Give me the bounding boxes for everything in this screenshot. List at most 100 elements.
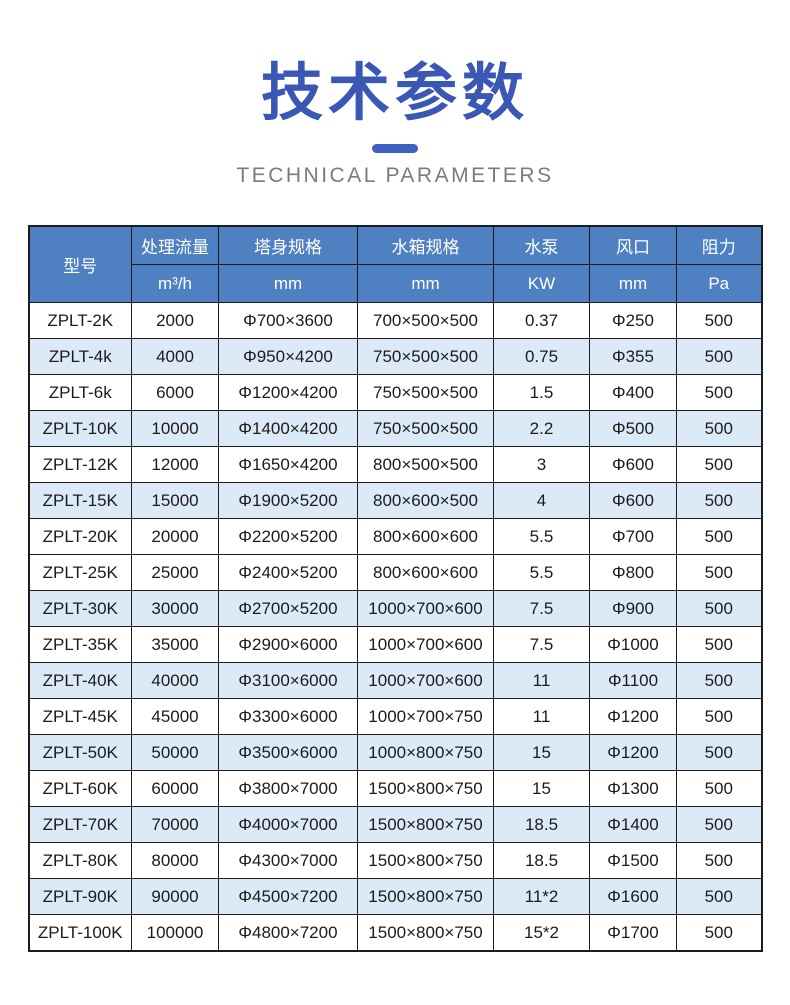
value-cell: 30000 (131, 590, 219, 628)
value-cell: Φ1600 (589, 878, 677, 916)
value-cell: 1500×800×750 (357, 770, 494, 808)
table-row: ZPLT-70K 70000 Φ4000×7000 1500×800×750 18.5 Φ… (28, 806, 762, 844)
value-cell: 0.37 (493, 302, 590, 340)
model-cell: ZPLT-20K (28, 518, 132, 556)
value-cell: Φ600 (589, 482, 677, 520)
value-cell: 4000 (131, 338, 219, 376)
value-cell: Φ2200×5200 (218, 518, 358, 556)
value-cell: 20000 (131, 518, 219, 556)
value-cell: 15 (493, 734, 590, 772)
value-cell: Φ1000 (589, 626, 677, 664)
value-cell: 750×500×500 (357, 410, 494, 448)
value-cell: 3 (493, 446, 590, 484)
value-cell: 500 (676, 338, 762, 376)
value-cell: 90000 (131, 878, 219, 916)
column-header: 塔身规格 (218, 225, 358, 266)
model-cell: ZPLT-12K (28, 446, 132, 484)
value-cell: Φ3100×6000 (218, 662, 358, 700)
table-row: ZPLT-20K 20000 Φ2200×5200 800×600×600 5.5 Φ70… (28, 518, 762, 556)
value-cell: 800×500×500 (357, 446, 494, 484)
value-cell: 5.5 (493, 518, 590, 556)
value-cell: 800×600×600 (357, 554, 494, 592)
value-cell: 500 (676, 914, 762, 952)
model-cell: ZPLT-40K (28, 662, 132, 700)
value-cell: 800×600×500 (357, 482, 494, 520)
value-cell: 1000×700×750 (357, 698, 494, 736)
value-cell: Φ250 (589, 302, 677, 340)
column-unit: KW (493, 264, 590, 304)
value-cell: 500 (676, 374, 762, 412)
column-unit: m³/h (131, 264, 219, 304)
column-unit: mm (357, 264, 494, 304)
value-cell: 800×600×600 (357, 518, 494, 556)
value-cell: Φ800 (589, 554, 677, 592)
value-cell: 500 (676, 590, 762, 628)
value-cell: 700×500×500 (357, 302, 494, 340)
value-cell: 500 (676, 662, 762, 700)
table-row: ZPLT-10K 10000 Φ1400×4200 750×500×500 2.2 Φ50… (28, 410, 762, 448)
value-cell: 1000×700×600 (357, 626, 494, 664)
value-cell: 45000 (131, 698, 219, 736)
value-cell: Φ600 (589, 446, 677, 484)
value-cell: 15000 (131, 482, 219, 520)
value-cell: 6000 (131, 374, 219, 412)
value-cell: 11 (493, 698, 590, 736)
value-cell: 100000 (131, 914, 219, 952)
value-cell: 500 (676, 698, 762, 736)
model-cell: ZPLT-45K (28, 698, 132, 736)
value-cell: 25000 (131, 554, 219, 592)
table-row: ZPLT-40K 40000 Φ3100×6000 1000×700×600 11 Φ11… (28, 662, 762, 700)
header-row-units: m³/h mm mm KW mm Pa (29, 264, 762, 304)
value-cell: 500 (676, 410, 762, 448)
column-header: 处理流量 (131, 225, 219, 266)
value-cell: 15 (493, 770, 590, 808)
value-cell: 500 (676, 518, 762, 556)
column-header-model: 型号 (28, 225, 132, 304)
model-cell: ZPLT-2K (28, 302, 132, 340)
column-unit: mm (218, 264, 358, 304)
value-cell: Φ500 (589, 410, 677, 448)
value-cell: Φ1200 (589, 734, 677, 772)
value-cell: Φ700 (589, 518, 677, 556)
table-row: ZPLT-80K 80000 Φ4300×7000 1500×800×750 18.5 Φ… (28, 842, 762, 880)
value-cell: Φ2700×5200 (218, 590, 358, 628)
value-cell: 50000 (131, 734, 219, 772)
value-cell: Φ950×4200 (218, 338, 358, 376)
value-cell: 10000 (131, 410, 219, 448)
table-row: ZPLT-6k 6000 Φ1200×4200 750×500×500 1.5 Φ400 5… (28, 374, 762, 412)
value-cell: 1500×800×750 (357, 914, 494, 952)
title-underline (372, 144, 418, 154)
table-row: ZPLT-4k 4000 Φ950×4200 750×500×500 0.75 Φ355 5… (28, 338, 762, 376)
value-cell: 4 (493, 482, 590, 520)
value-cell: 750×500×500 (357, 374, 494, 412)
model-cell: ZPLT-70K (28, 806, 132, 844)
value-cell: Φ1900×5200 (218, 482, 358, 520)
value-cell: 1000×700×600 (357, 590, 494, 628)
value-cell: Φ3500×6000 (218, 734, 358, 772)
value-cell: 0.75 (493, 338, 590, 376)
model-cell: ZPLT-80K (28, 842, 132, 880)
model-cell: ZPLT-15K (28, 482, 132, 520)
value-cell: Φ1500 (589, 842, 677, 880)
value-cell: 500 (676, 482, 762, 520)
value-cell: Φ4300×7000 (218, 842, 358, 880)
value-cell: 2.2 (493, 410, 590, 448)
value-cell: 7.5 (493, 590, 590, 628)
value-cell: 1500×800×750 (357, 806, 494, 844)
value-cell: Φ4000×7000 (218, 806, 358, 844)
value-cell: 750×500×500 (357, 338, 494, 376)
model-cell: ZPLT-35K (28, 626, 132, 664)
value-cell: 15*2 (493, 914, 590, 952)
model-cell: ZPLT-50K (28, 734, 132, 772)
value-cell: Φ400 (589, 374, 677, 412)
model-cell: ZPLT-4k (28, 338, 132, 376)
table-row: ZPLT-50K 50000 Φ3500×6000 1000×800×750 15 Φ12… (28, 734, 762, 772)
value-cell: 1500×800×750 (357, 842, 494, 880)
header-row-labels: 型号 处理流量 塔身规格 水箱规格 水泵 风口 阻力 (28, 225, 762, 304)
value-cell: 18.5 (493, 806, 590, 844)
table-row: ZPLT-100K 100000 Φ4800×7200 1500×800×750 15*… (28, 914, 762, 952)
value-cell: 500 (676, 806, 762, 844)
value-cell: Φ1100 (589, 662, 677, 700)
value-cell: 1.5 (493, 374, 590, 412)
